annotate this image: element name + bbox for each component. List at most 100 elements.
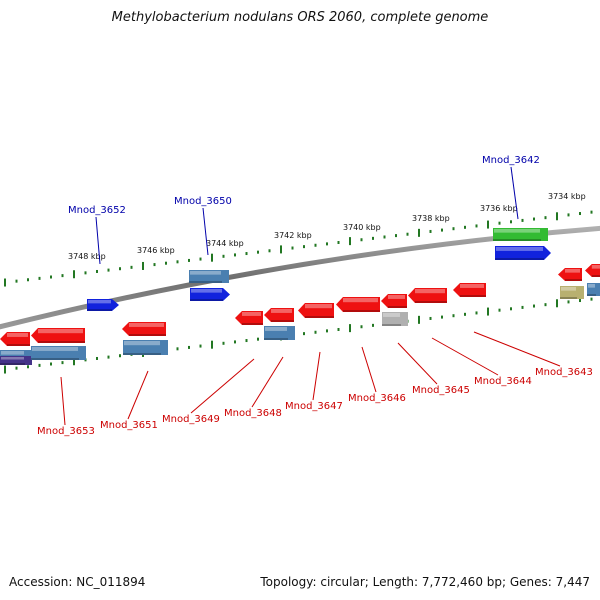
outer-tick-mark: [395, 234, 397, 238]
outer-tick-mark: [142, 261, 144, 270]
gene-red-right-1[interactable]: [558, 268, 582, 281]
outer-tick-mark: [84, 271, 87, 275]
outer-tick-mark: [429, 229, 432, 233]
gene-steelblue-3648[interactable]: [264, 326, 295, 340]
inner-tick-mark: [222, 341, 225, 345]
outer-tick-mark: [303, 245, 305, 249]
accession-text: Accession: NC_011894: [9, 575, 146, 589]
inner-tick-mark: [441, 315, 443, 319]
inner-tick-mark: [73, 357, 75, 366]
gene-mnod-3650[interactable]: [190, 288, 230, 301]
inner-tick-mark: [4, 365, 6, 374]
inner-tick-mark: [510, 307, 512, 311]
gene-label-mnod-3652: Mnod_3652: [68, 205, 126, 216]
gene-mnod-3653[interactable]: [31, 328, 85, 343]
outer-tick-mark: [188, 258, 190, 262]
outer-tick-mark: [153, 263, 156, 267]
inner-tick-mark: [579, 299, 581, 303]
gene-steelblue-3653[interactable]: [31, 346, 86, 360]
outer-tick-mark: [50, 275, 52, 279]
leader-line-mnod-3650: [202, 207, 209, 256]
outer-tick-mark: [176, 260, 179, 264]
inner-tick-mark: [188, 345, 190, 349]
inner-tick-mark: [556, 299, 558, 308]
kbp-label-3734: 3734 kbp: [548, 192, 586, 201]
outer-tick-mark: [372, 236, 374, 240]
gene-red-right-2[interactable]: [585, 264, 600, 277]
inner-tick-mark: [314, 330, 317, 334]
inner-tick-mark: [521, 305, 524, 309]
inner-tick-mark: [96, 356, 98, 360]
outer-tick-mark: [590, 210, 593, 214]
gene-gray-3646[interactable]: [382, 312, 408, 326]
outer-tick-mark: [165, 261, 167, 265]
gene-mnod-3652[interactable]: [87, 299, 119, 311]
inner-tick-mark: [452, 314, 455, 318]
outer-tick-mark: [567, 213, 570, 217]
gene-label-mnod-3649: Mnod_3649: [162, 414, 220, 425]
gene-mnod-3642[interactable]: [495, 246, 551, 260]
gene-mnod-3645[interactable]: [381, 294, 407, 308]
gene-label-mnod-3651: Mnod_3651: [100, 420, 158, 431]
gene-navy-left[interactable]: [0, 356, 32, 365]
gene-mnod-3648[interactable]: [264, 308, 294, 322]
gene-green-top[interactable]: [493, 228, 548, 241]
outer-tick-mark: [406, 232, 409, 236]
gene-label-mnod-3644: Mnod_3644: [474, 376, 532, 387]
inner-tick-mark: [15, 366, 18, 370]
inner-tick-mark: [429, 316, 432, 320]
gene-steelblue-3651[interactable]: [123, 340, 168, 355]
outer-tick-mark: [107, 268, 110, 272]
gene-red-left-edge[interactable]: [0, 332, 30, 346]
gene-mnod-3649[interactable]: [235, 311, 263, 325]
kbp-label-3736: 3736 kbp: [480, 204, 518, 213]
gene-steelblue-top[interactable]: [189, 270, 229, 283]
outer-tick-mark: [130, 265, 133, 269]
inner-tick-mark: [50, 362, 52, 366]
genome-backbone: [0, 225, 600, 330]
outer-tick-mark: [418, 228, 420, 237]
inner-tick-mark: [360, 325, 363, 329]
leader-line-mnod-3644: [431, 337, 499, 376]
inner-tick-mark: [567, 300, 570, 304]
leader-line-mnod-3648: [251, 356, 284, 408]
outer-tick-mark: [4, 278, 6, 287]
inner-tick-mark: [326, 329, 328, 333]
outer-tick-mark: [257, 250, 259, 254]
kbp-label-3746: 3746 kbp: [137, 246, 175, 255]
outer-tick-mark: [222, 254, 225, 258]
leader-line-mnod-3649: [190, 358, 255, 414]
gene-steelblue-right[interactable]: [587, 283, 600, 296]
outer-tick-mark: [360, 238, 363, 242]
gene-label-mnod-3648: Mnod_3648: [224, 408, 282, 419]
gene-mnod-3646[interactable]: [336, 297, 380, 312]
kbp-label-3740: 3740 kbp: [343, 223, 381, 232]
inner-tick-mark: [257, 337, 259, 341]
outer-tick-mark: [337, 241, 340, 244]
gene-mnod-3647[interactable]: [298, 303, 334, 318]
leader-line-mnod-3645: [397, 342, 438, 385]
outer-tick-mark: [280, 245, 282, 254]
inner-tick-mark: [349, 324, 351, 333]
outer-tick-mark: [579, 212, 581, 216]
outer-tick-mark: [61, 274, 64, 278]
inner-tick-mark: [61, 361, 64, 365]
gene-mnod-3644[interactable]: [408, 288, 447, 303]
outer-tick-mark: [521, 218, 524, 222]
outer-tick-mark: [349, 237, 351, 246]
outer-tick-mark: [119, 267, 121, 271]
gene-label-mnod-3643: Mnod_3643: [535, 367, 593, 378]
gene-mnod-3643[interactable]: [453, 283, 486, 297]
outer-tick-mark: [326, 242, 328, 246]
outer-tick-mark: [475, 224, 478, 228]
gene-olive-right[interactable]: [560, 286, 584, 299]
leader-line-mnod-3643: [473, 331, 561, 367]
outer-tick-mark: [544, 216, 547, 220]
inner-tick-mark: [119, 354, 121, 358]
gene-mnod-3651[interactable]: [122, 322, 166, 336]
kbp-label-3744: 3744 kbp: [206, 239, 244, 248]
outer-tick-mark: [441, 228, 443, 232]
outer-tick-mark: [96, 269, 98, 273]
map-title: Methylobacterium nodulans ORS 2060, comp…: [111, 10, 489, 25]
